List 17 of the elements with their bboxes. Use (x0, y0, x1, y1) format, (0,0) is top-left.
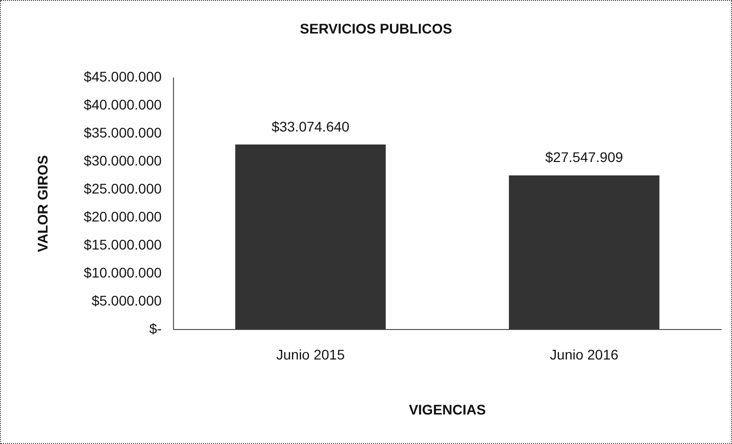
chart-title: SERVICIOS PUBLICOS (300, 20, 452, 36)
y-tick-label: $30.000.000 (84, 152, 162, 169)
x-axis-title: VIGENCIAS (408, 401, 486, 418)
x-tick-label: Junio 2016 (550, 346, 619, 363)
data-label: $27.547.909 (545, 149, 624, 166)
y-tick-label: $35.000.000 (84, 124, 162, 141)
y-axis-title: VALOR GIROS (34, 155, 50, 252)
y-tick-label: $10.000.000 (84, 264, 162, 280)
y-tick-label: $15.000.000 (84, 236, 162, 252)
y-tick-label: $25.000.000 (84, 180, 162, 196)
y-tick-label: $40.000.000 (84, 96, 162, 113)
y-tick-label: $20.000.000 (84, 208, 162, 224)
y-tick-label: $5.000.000 (92, 292, 162, 308)
y-tick-label: $- (149, 320, 162, 336)
data-label: $33.074.640 (272, 118, 350, 134)
x-tick-label: Junio 2015 (276, 346, 345, 363)
y-tick-label: $45.000.000 (84, 68, 162, 85)
